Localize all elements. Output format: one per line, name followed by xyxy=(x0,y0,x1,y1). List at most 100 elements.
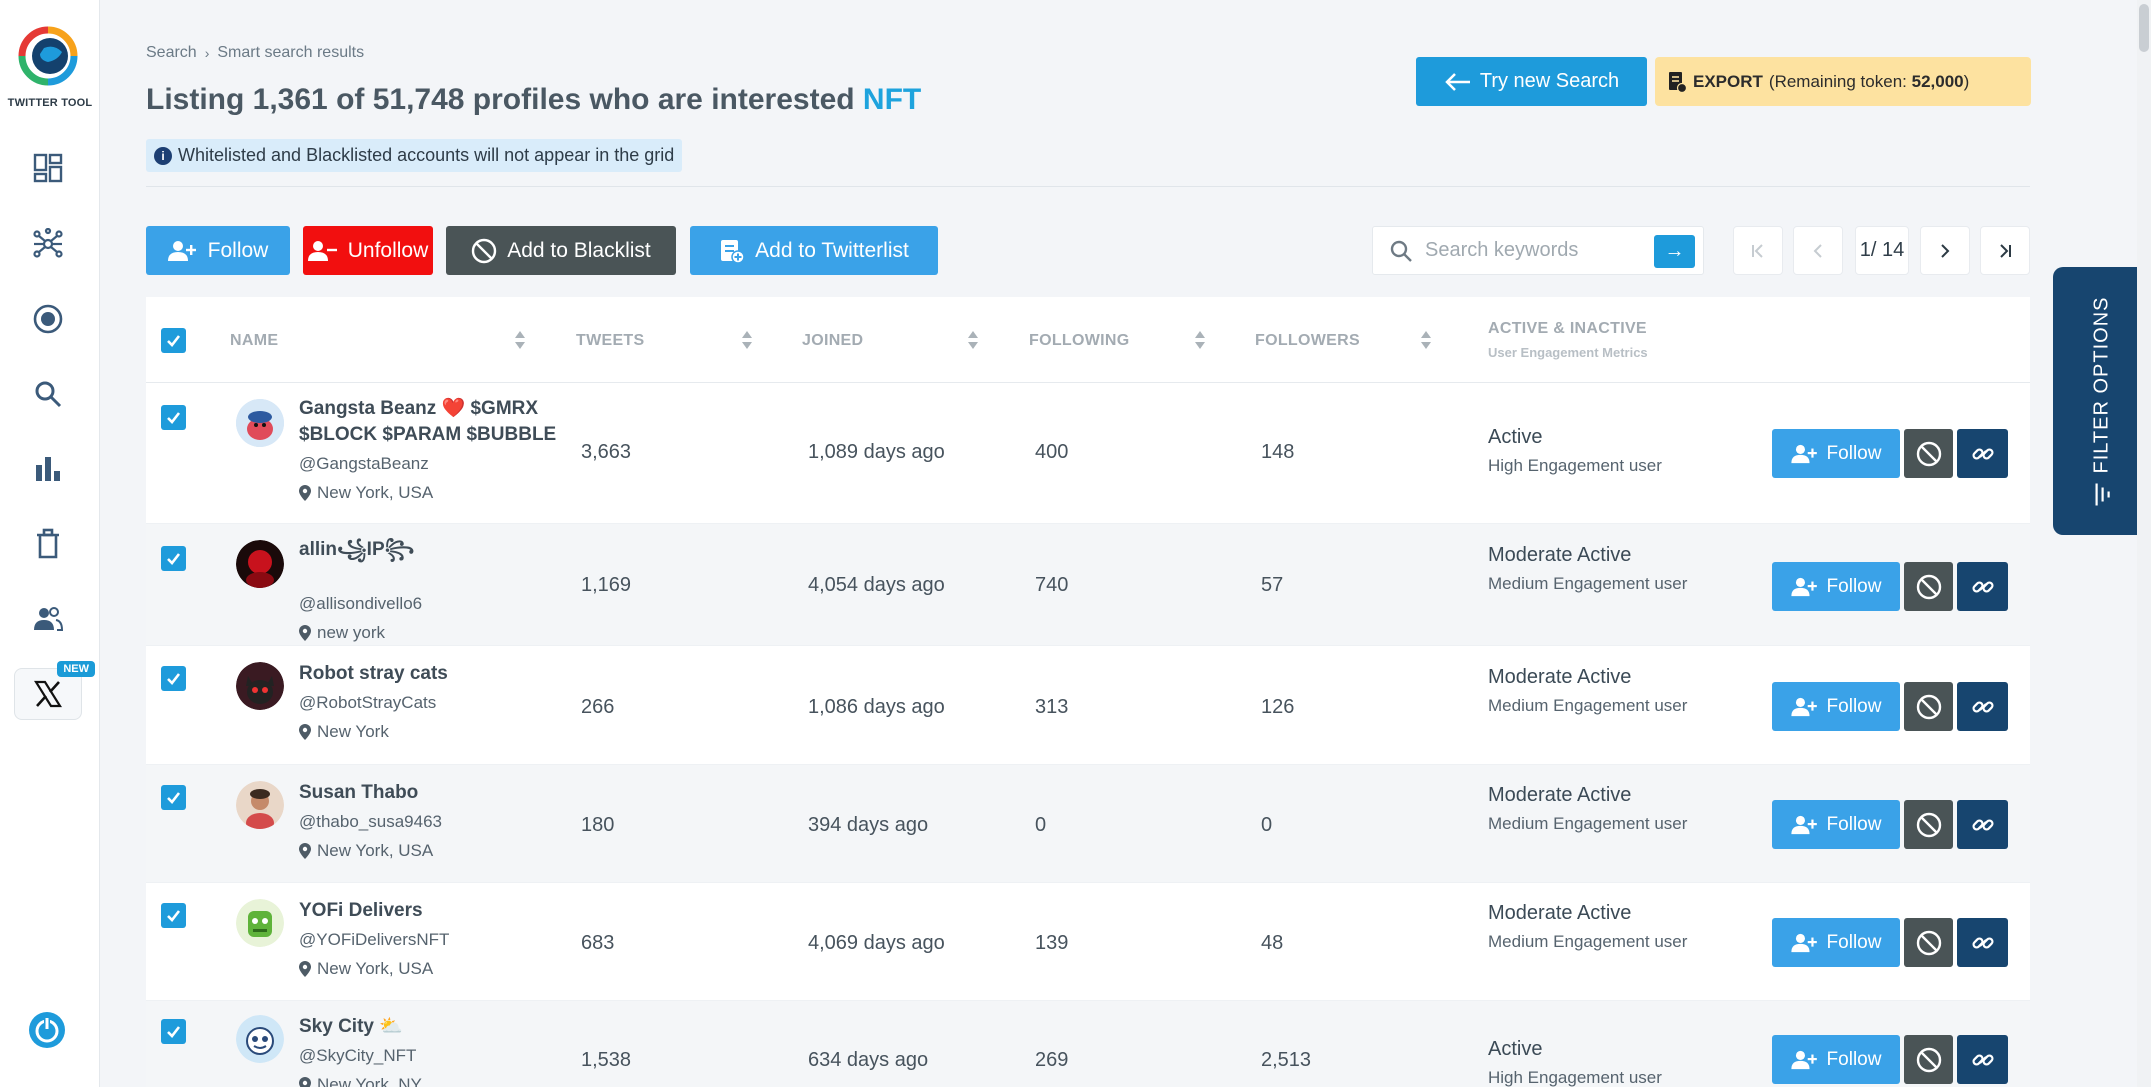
add-to-twitterlist-button[interactable]: Add to Twitterlist xyxy=(690,226,938,275)
filter-options-tab[interactable]: FILTER OPTIONS xyxy=(2053,267,2151,535)
page-scrollbar-thumb[interactable] xyxy=(2139,4,2149,52)
row-blacklist-button[interactable] xyxy=(1904,682,1953,731)
column-name: NAME xyxy=(230,332,279,349)
row-follow-button[interactable]: Follow xyxy=(1772,1035,1900,1084)
target-icon[interactable] xyxy=(30,301,66,337)
row-follow-button[interactable]: Follow xyxy=(1772,429,1900,478)
engagement-level: Medium Engagement user xyxy=(1488,574,1688,593)
row-profile-link-button[interactable] xyxy=(1957,1035,2008,1084)
first-page-button[interactable] xyxy=(1733,226,1783,275)
profile-handle[interactable]: @RobotStrayCats xyxy=(299,693,437,712)
table-row: Robot stray cats @RobotStrayCats New Yor… xyxy=(146,646,2030,765)
profile-handle[interactable]: @thabo_susa9463 xyxy=(299,812,442,831)
row-blacklist-button[interactable] xyxy=(1904,1035,1953,1084)
user-plus-icon xyxy=(1790,1050,1817,1069)
user-plus-icon xyxy=(1790,815,1817,834)
joined-ago: 1,089 days ago xyxy=(808,441,945,463)
row-follow-button[interactable]: Follow xyxy=(1772,682,1900,731)
profile-handle[interactable]: @allisondivello6 xyxy=(299,594,423,613)
row-follow-button[interactable]: Follow xyxy=(1772,562,1900,611)
profile-name[interactable]: Sky City ⛅ xyxy=(299,1016,403,1037)
row-profile-link-button[interactable] xyxy=(1957,918,2008,967)
following-count: 269 xyxy=(1035,1049,1069,1071)
search-submit-button[interactable]: → xyxy=(1654,235,1695,268)
profile-name[interactable]: Gangsta Beanz ❤️ $GMRX $BLOCK $PARAM $BU… xyxy=(299,398,557,445)
row-blacklist-button[interactable] xyxy=(1904,429,1953,478)
x-button[interactable]: NEW xyxy=(14,661,95,720)
row-profile-link-button[interactable] xyxy=(1957,429,2008,478)
page-scrollbar[interactable] xyxy=(2137,0,2151,1087)
avatar[interactable] xyxy=(236,1015,284,1063)
row-checkbox[interactable] xyxy=(161,546,186,571)
add-to-blacklist-button[interactable]: Add to Blacklist xyxy=(446,226,676,275)
profile-handle[interactable]: @GangstaBeanz xyxy=(299,454,429,473)
row-checkbox[interactable] xyxy=(161,405,186,430)
avatar[interactable] xyxy=(236,540,284,588)
search-input[interactable] xyxy=(1425,239,1645,262)
avatar[interactable] xyxy=(236,899,284,947)
followers-count: 48 xyxy=(1261,932,1284,954)
row-profile-link-button[interactable] xyxy=(1957,562,2008,611)
row-profile-link-button[interactable] xyxy=(1957,682,2008,731)
location-pin-icon xyxy=(299,625,311,641)
sort-following-icon[interactable] xyxy=(1194,329,1206,351)
try-new-search-button[interactable]: Try new Search xyxy=(1416,57,1647,106)
profile-handle[interactable]: @SkyCity_NFT xyxy=(299,1046,417,1065)
row-checkbox[interactable] xyxy=(161,1019,186,1044)
last-page-button[interactable] xyxy=(1980,226,2030,275)
trash-icon[interactable] xyxy=(30,526,66,562)
avatar[interactable] xyxy=(236,781,284,829)
row-blacklist-button[interactable] xyxy=(1904,562,1953,611)
sort-tweets-icon[interactable] xyxy=(741,329,753,351)
power-icon[interactable] xyxy=(27,1010,67,1050)
joined-ago: 634 days ago xyxy=(808,1049,929,1071)
column-followers: FOLLOWERS xyxy=(1255,332,1360,349)
row-blacklist-button[interactable] xyxy=(1904,918,1953,967)
engagement-level: Medium Engagement user xyxy=(1488,932,1688,951)
profile-name[interactable]: Robot stray cats xyxy=(299,663,448,684)
prev-page-button[interactable] xyxy=(1793,226,1843,275)
network-icon[interactable] xyxy=(30,226,66,262)
profile-handle[interactable]: @YOFiDeliversNFT xyxy=(299,930,450,949)
select-all-checkbox[interactable] xyxy=(161,328,186,353)
page-title: Listing 1,361 of 51,748 profiles who are… xyxy=(146,83,921,117)
next-page-button[interactable] xyxy=(1920,226,1970,275)
column-activity: ACTIVE & INACTIVE xyxy=(1488,320,1647,337)
export-button[interactable]: EXPORT (Remaining token: 52,000) xyxy=(1655,57,2031,106)
sort-followers-icon[interactable] xyxy=(1420,329,1432,351)
profile-name[interactable]: YOFi Delivers xyxy=(299,900,423,921)
dashboard-icon[interactable] xyxy=(30,150,66,186)
table-row: Sky City ⛅ @SkyCity_NFT New York, NY 1,5… xyxy=(146,1001,2030,1087)
row-blacklist-button[interactable] xyxy=(1904,800,1953,849)
app-name: TWITTER TOOL xyxy=(7,97,93,109)
bulk-follow-button[interactable]: Follow xyxy=(146,226,290,275)
x-logo-icon xyxy=(34,680,62,708)
users-icon[interactable] xyxy=(30,601,66,637)
avatar[interactable] xyxy=(236,399,284,447)
activity-status: Moderate Active xyxy=(1488,666,1632,688)
sidebar: TWITTER TOOL NEW xyxy=(0,0,100,1087)
row-follow-button[interactable]: Follow xyxy=(1772,800,1900,849)
search-icon[interactable] xyxy=(30,376,66,412)
page-title-keyword: NFT xyxy=(862,83,922,116)
row-profile-link-button[interactable] xyxy=(1957,800,2008,849)
bulk-unfollow-button[interactable]: Unfollow xyxy=(303,226,433,275)
row-checkbox[interactable] xyxy=(161,903,186,928)
tweets-count: 180 xyxy=(581,814,615,836)
app-logo[interactable] xyxy=(18,26,78,86)
row-checkbox[interactable] xyxy=(161,666,186,691)
sort-name-icon[interactable] xyxy=(514,329,526,351)
list-add-icon xyxy=(721,239,745,264)
row-follow-button[interactable]: Follow xyxy=(1772,918,1900,967)
info-icon: i xyxy=(154,146,172,165)
avatar[interactable] xyxy=(236,662,284,710)
breadcrumb-search[interactable]: Search xyxy=(146,44,197,61)
bulk-follow-label: Follow xyxy=(207,238,269,262)
profile-name[interactable]: Susan Thabo xyxy=(299,782,419,803)
followers-count: 148 xyxy=(1261,441,1295,463)
profile-name[interactable]: allin꧁IP꧂ xyxy=(299,539,415,560)
chevron-right-icon xyxy=(1941,243,1950,258)
bar-chart-icon[interactable] xyxy=(30,451,66,487)
row-checkbox[interactable] xyxy=(161,785,186,810)
sort-joined-icon[interactable] xyxy=(967,329,979,351)
